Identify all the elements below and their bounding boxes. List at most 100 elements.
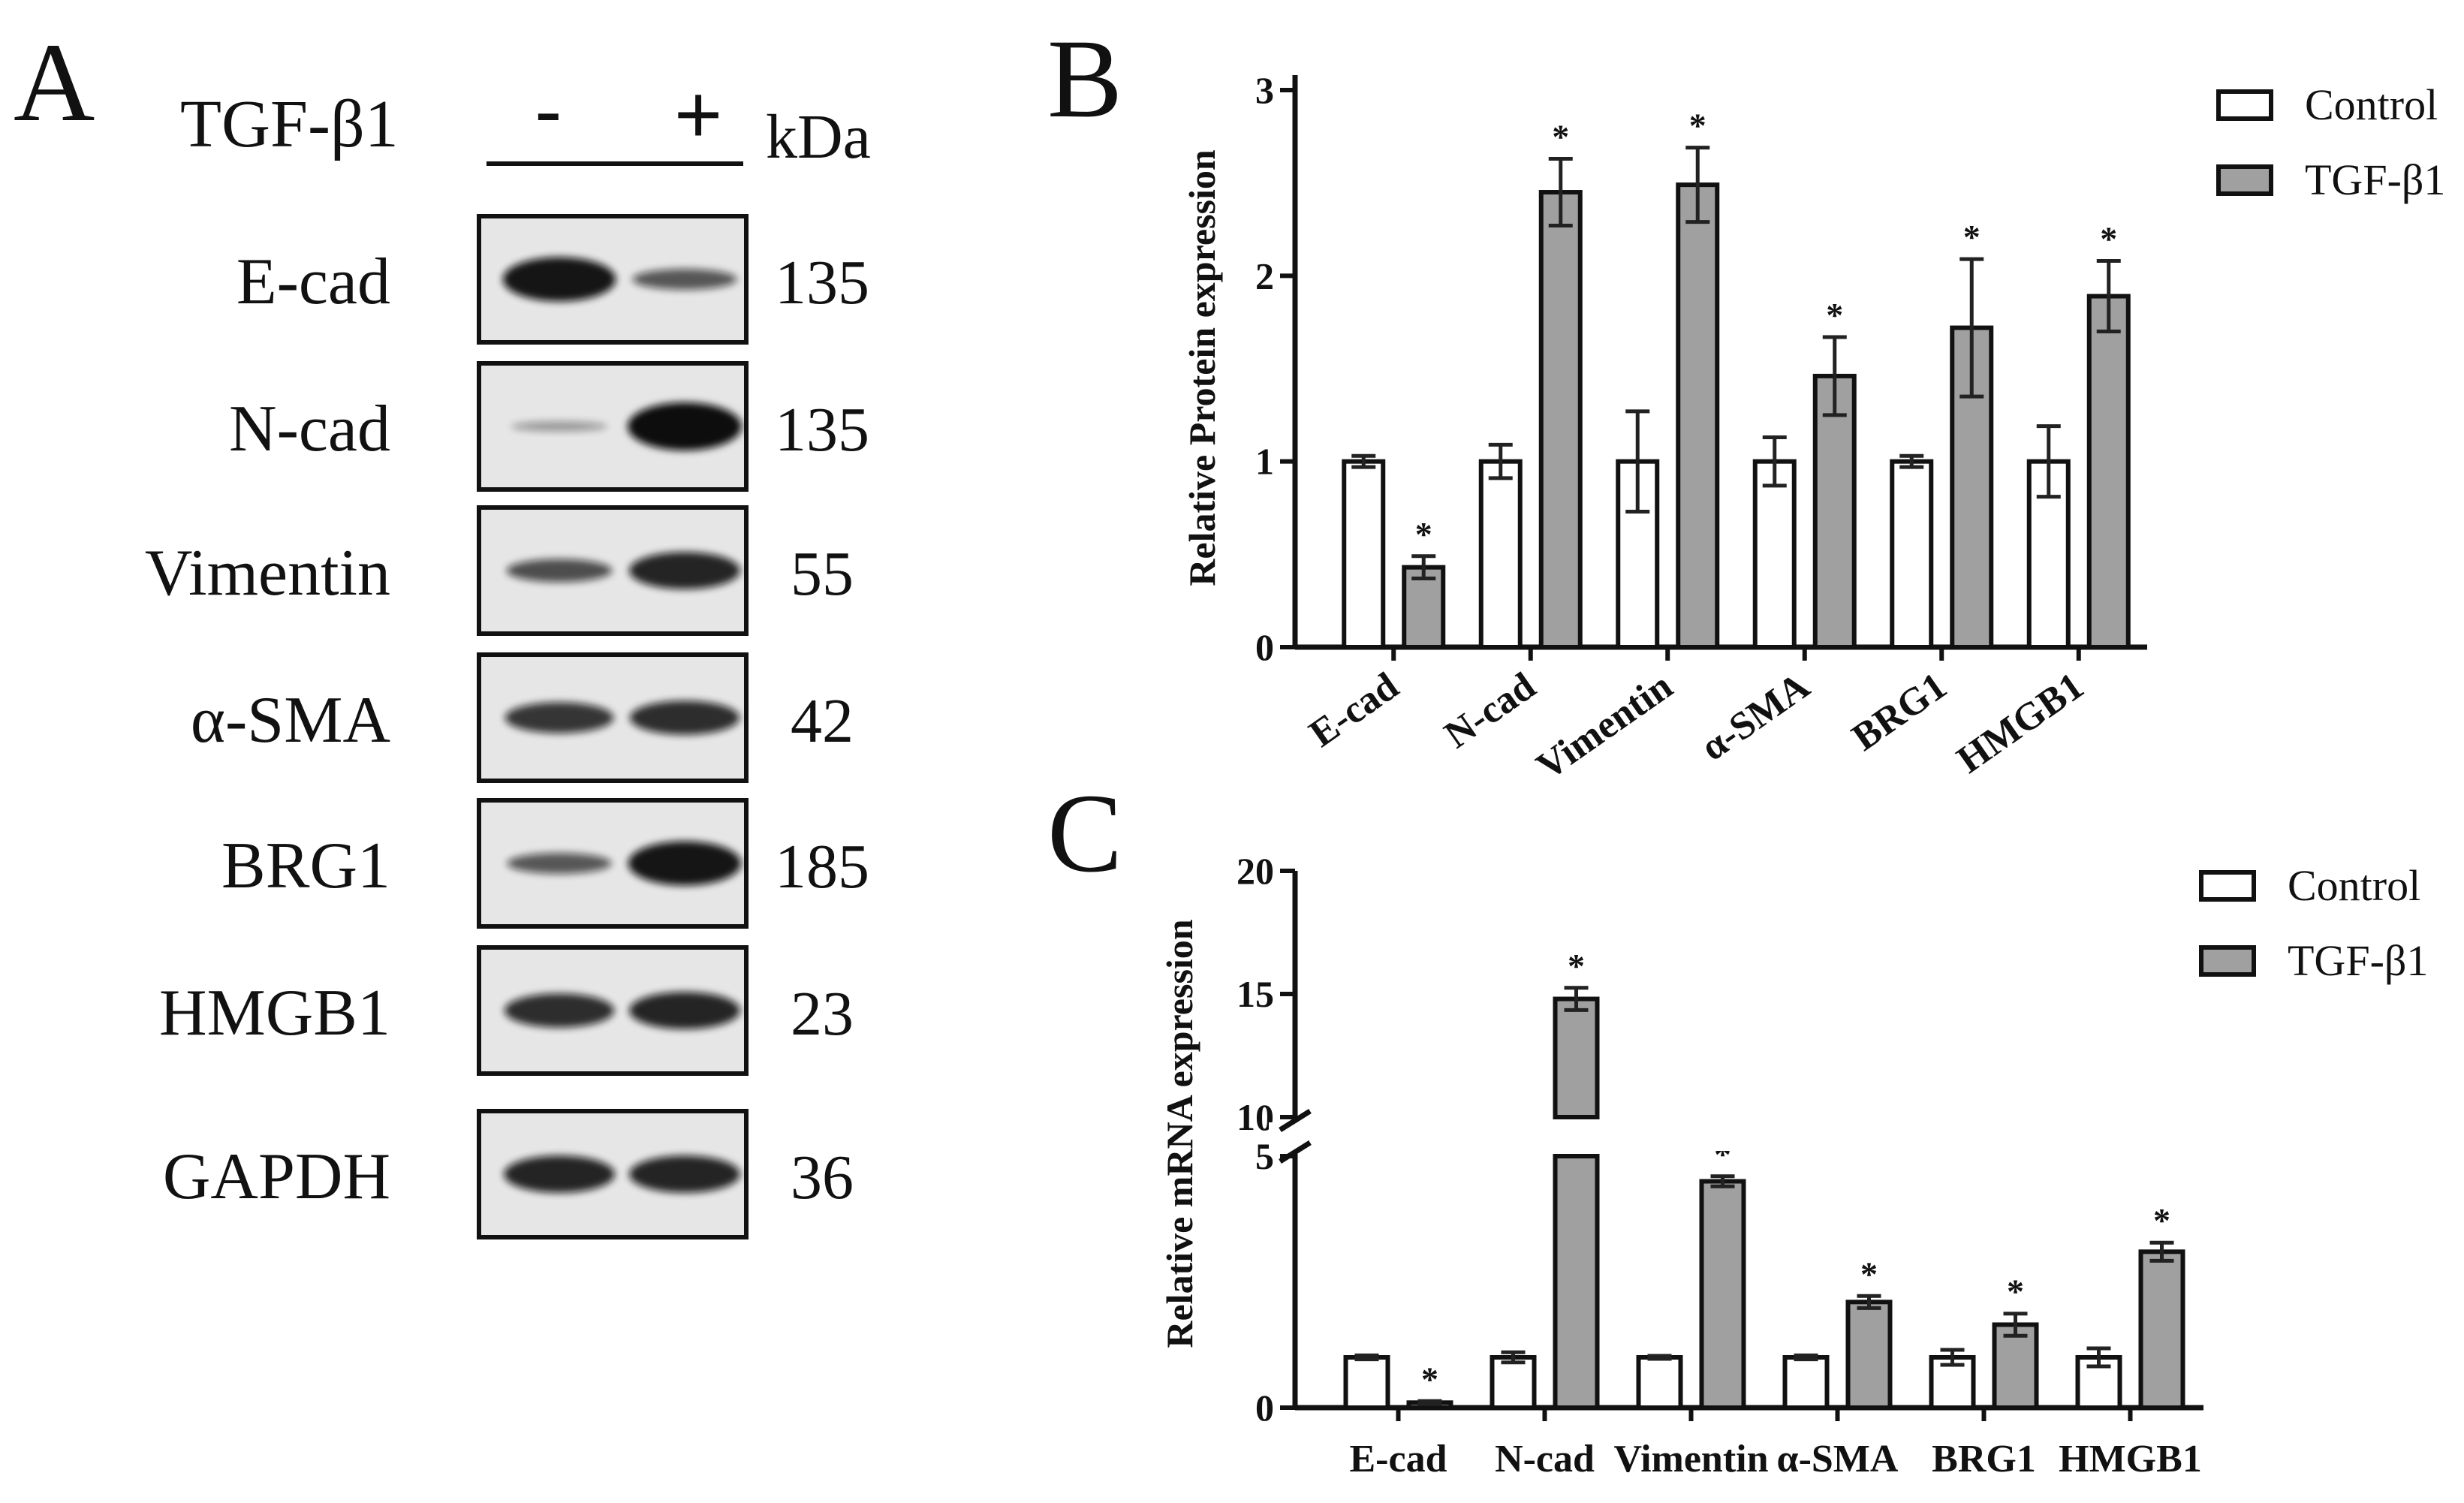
blot-kda-value: 42 bbox=[791, 686, 854, 756]
y-tick-label: 3 bbox=[1255, 69, 1274, 111]
y-axis-label: Relative mRNA expression bbox=[1158, 919, 1200, 1348]
band-control bbox=[506, 559, 613, 583]
blot-row: α-SMA 42 bbox=[191, 652, 854, 783]
blot-row: Vimentin 55 bbox=[145, 505, 854, 636]
blot-row: HMGB1 23 bbox=[159, 945, 854, 1076]
blot-protein-label: Vimentin bbox=[145, 537, 390, 610]
axis-break-mark bbox=[1279, 1140, 1312, 1164]
blot-kda-value: 55 bbox=[791, 539, 854, 609]
blot-row: BRG1 185 bbox=[221, 798, 869, 929]
y-tick-label: 0 bbox=[1255, 626, 1274, 668]
axis-break-mark bbox=[1279, 1109, 1312, 1132]
y-tick-label: 1 bbox=[1255, 441, 1274, 483]
significance-star: * bbox=[1963, 218, 1981, 256]
blot-kda-value: 185 bbox=[775, 832, 869, 902]
panel-a-label: A bbox=[14, 20, 95, 145]
bar-control bbox=[1343, 1355, 1390, 1410]
x-category-label: HMGB1 bbox=[2059, 1438, 2202, 1480]
axis-break-gap bbox=[1269, 1122, 2215, 1151]
bar-tgf bbox=[1992, 1322, 2039, 1410]
legend-label: TGF-β1 bbox=[2288, 936, 2428, 985]
band-control bbox=[511, 421, 608, 432]
significance-star: * bbox=[1689, 107, 1706, 145]
y-axis-label: Relative Protein expression bbox=[1181, 149, 1223, 586]
blot-row: E-cad 135 bbox=[236, 214, 869, 345]
blot-protein-label: BRG1 bbox=[221, 830, 390, 902]
y-tick-label: 15 bbox=[1237, 973, 1274, 1015]
significance-star: * bbox=[2100, 220, 2117, 258]
y-tick-label: 20 bbox=[1237, 850, 1274, 892]
band-tgf bbox=[628, 402, 742, 450]
band-tgf bbox=[629, 992, 740, 1029]
blot-kda-value: 23 bbox=[791, 979, 854, 1049]
band-control bbox=[505, 702, 614, 733]
significance-star: * bbox=[1826, 296, 1843, 334]
blot-kda-value: 135 bbox=[775, 248, 869, 318]
bar-tgf bbox=[1676, 182, 1720, 649]
x-category-label: BRG1 bbox=[1932, 1438, 2036, 1480]
significance-star: * bbox=[1421, 1360, 1438, 1398]
bar-tgf bbox=[2138, 1249, 2185, 1411]
x-category-label: Vimentin bbox=[1613, 1438, 1768, 1480]
legend-swatch bbox=[2216, 164, 2273, 196]
x-category-label: α-SMA bbox=[1693, 664, 1818, 770]
band-tgf bbox=[629, 552, 740, 589]
bar-control bbox=[2075, 1355, 2122, 1410]
significance-star: * bbox=[2007, 1273, 2024, 1311]
legend-label: Control bbox=[2288, 861, 2420, 910]
kda-label: kDa bbox=[766, 102, 871, 172]
x-category-label: BRG1 bbox=[1845, 664, 1954, 759]
plus-sign: + bbox=[674, 68, 722, 161]
y-tick-label: 2 bbox=[1255, 255, 1274, 297]
y-tick-label: 0 bbox=[1255, 1387, 1274, 1429]
legend-label: Control bbox=[2305, 80, 2438, 129]
bar-tgf-lower bbox=[1553, 1154, 1600, 1410]
legend-swatch bbox=[2216, 89, 2273, 121]
significance-star: * bbox=[1568, 947, 1585, 985]
treatment-label: TGF-β1 bbox=[180, 87, 399, 161]
x-category-label: α-SMA bbox=[1777, 1438, 1899, 1480]
band-tgf bbox=[628, 841, 742, 886]
minus-sign: - bbox=[535, 65, 562, 157]
x-category-label: N-cad bbox=[1437, 664, 1544, 757]
bar-tgf bbox=[1812, 373, 1857, 649]
bar-tgf bbox=[1845, 1300, 1893, 1411]
bar-tgf bbox=[1699, 1179, 1746, 1410]
legend-swatch bbox=[2199, 945, 2256, 977]
significance-star: * bbox=[2153, 1201, 2170, 1239]
panel-b-label: B bbox=[1047, 17, 1122, 141]
blot-protein-label: GAPDH bbox=[163, 1140, 390, 1213]
bar-control bbox=[1890, 459, 1934, 650]
blot-kda-value: 135 bbox=[775, 395, 869, 465]
x-category-label: HMGB1 bbox=[1950, 664, 2092, 782]
x-category-label: N-cad bbox=[1495, 1438, 1595, 1480]
bar-control bbox=[1478, 459, 1523, 650]
significance-star: * bbox=[1860, 1255, 1878, 1293]
bar-control bbox=[1782, 1355, 1830, 1410]
blot-protein-label: HMGB1 bbox=[159, 977, 390, 1050]
blot-protein-label: α-SMA bbox=[191, 684, 390, 757]
bar-control bbox=[1342, 459, 1386, 650]
blot-protein-label: N-cad bbox=[229, 393, 390, 465]
significance-star: * bbox=[1552, 118, 1569, 156]
bar-control bbox=[1752, 459, 1797, 650]
blot-group: E-cad 135 N-cad 135 Vimentin 55 α-SMA 42 BRG1 185… bbox=[145, 214, 869, 1239]
legend-label: TGF-β1 bbox=[2305, 155, 2445, 204]
blot-protein-label: E-cad bbox=[236, 245, 390, 318]
bar-control bbox=[1490, 1355, 1537, 1410]
band-tgf bbox=[632, 269, 737, 290]
legend-swatch bbox=[2199, 870, 2256, 902]
bar-tgf bbox=[1538, 190, 1583, 649]
x-category-label: E-cad bbox=[1350, 1438, 1447, 1480]
bar-tgf bbox=[1402, 565, 1446, 649]
band-control bbox=[504, 1155, 615, 1193]
band-tgf bbox=[629, 700, 740, 735]
bar-tgf bbox=[2086, 294, 2131, 649]
band-control bbox=[507, 853, 612, 874]
panel-c-label: C bbox=[1047, 771, 1122, 896]
x-category-label: Vimentin bbox=[1529, 664, 1681, 788]
bar-control bbox=[1636, 1355, 1683, 1410]
